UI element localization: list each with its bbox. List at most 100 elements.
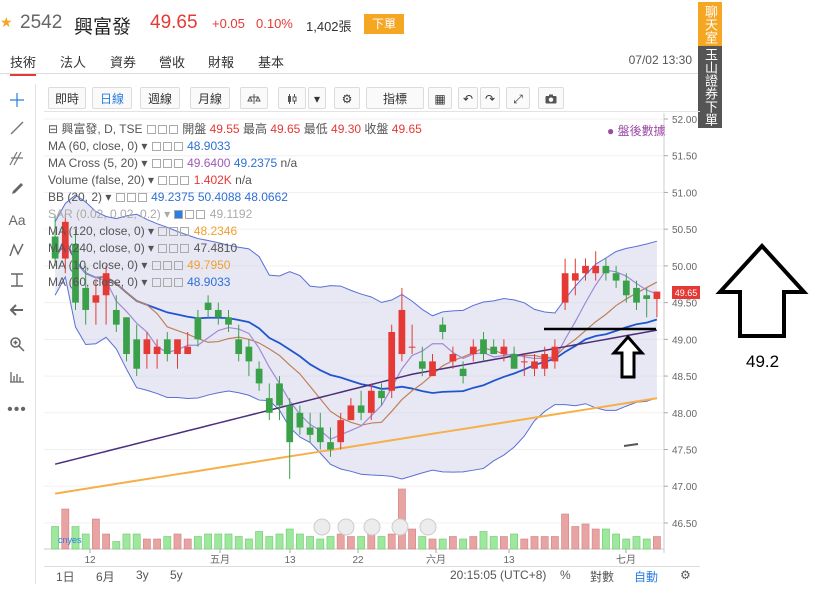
volume-bar: [602, 528, 610, 550]
legend-row[interactable]: MA (60, close, 0) ▾ 48.9033: [48, 275, 231, 289]
stock-code: 2542: [20, 12, 63, 33]
stock-name: 興富發: [74, 17, 132, 38]
fullscreen-icon[interactable]: ⤢: [506, 87, 530, 109]
volume-bar: [306, 536, 314, 550]
legend-row[interactable]: SAR (0.02, 0.02, 0.2) ▾ 49.1192: [48, 207, 253, 221]
crosshair-icon[interactable]: [4, 88, 30, 112]
range-3y[interactable]: 3y: [136, 568, 149, 582]
volume-bars: [51, 488, 661, 550]
svg-text:cnyes: cnyes: [58, 535, 82, 545]
candle-body: [51, 236, 59, 259]
text-tool-icon[interactable]: Aa: [8, 212, 26, 228]
tab-margin[interactable]: 資券: [110, 55, 137, 70]
legend-value: 1.402K: [193, 173, 232, 187]
redo-icon[interactable]: ↷: [480, 87, 500, 109]
candle-body: [388, 332, 396, 391]
x-tick-label: 五月: [210, 554, 230, 565]
legend-collapse-icon[interactable]: ⊟: [48, 122, 59, 136]
legend-row[interactable]: MA (240, close, 0) ▾ 47.4810: [48, 241, 238, 255]
close-label: 收盤: [364, 122, 389, 136]
up-arrow-small-icon: [610, 334, 646, 379]
candle-type-icon[interactable]: [278, 87, 306, 109]
interval-monthly[interactable]: 月線: [190, 87, 230, 109]
order-button[interactable]: 下單: [364, 14, 404, 34]
side-panel: 聊天室 玉山證券下單: [698, 0, 722, 130]
back-arrow-icon[interactable]: [4, 298, 30, 322]
tab-institutional[interactable]: 法人: [60, 55, 87, 70]
volume-bar: [510, 533, 518, 550]
x-tick-label: 12: [84, 555, 96, 565]
zoom-icon[interactable]: [4, 332, 30, 356]
compare-icon[interactable]: [240, 87, 268, 109]
candle-body: [500, 346, 508, 355]
grid-icon[interactable]: ▦: [428, 87, 452, 109]
y-tick-label: 51.00: [672, 188, 697, 199]
annotation-label: 49.2: [746, 352, 780, 371]
range-5y[interactable]: 5y: [170, 568, 183, 582]
volume-bar: [571, 526, 580, 550]
candle-body: [520, 361, 528, 363]
volume-bar: [551, 536, 559, 550]
brush-icon[interactable]: [4, 176, 30, 200]
camera-icon[interactable]: [538, 87, 564, 109]
chevron-down-icon[interactable]: ▾: [308, 87, 326, 109]
percent-toggle[interactable]: %: [560, 568, 571, 582]
legend-value: 48.2346: [193, 224, 238, 238]
auto-toggle[interactable]: 自動: [634, 570, 659, 584]
candle-body: [439, 324, 447, 332]
volume-bar: [387, 533, 396, 550]
quote-header: ★ 2542 興富發 49.65 +0.05 0.10% 1,402張 下單: [0, 0, 700, 46]
measure-icon[interactable]: [4, 268, 30, 292]
tab-basic[interactable]: 基本: [258, 55, 285, 70]
legend-row[interactable]: MA (60, close, 0) ▾ 48.9033: [48, 139, 231, 153]
tab-technical[interactable]: 技術: [10, 52, 37, 76]
volume-bar: [326, 536, 335, 550]
legend-row[interactable]: MA (10, close, 0) ▾ 49.7950: [48, 258, 231, 272]
legend-symbol: 興富發, D, TSE: [61, 122, 143, 136]
volume-bar: [347, 536, 355, 550]
range-1d[interactable]: 1日: [56, 570, 75, 584]
candle-body: [531, 361, 538, 369]
time-axis: 12 五月 13 22 六月 13 七月: [84, 443, 639, 565]
volume-bar: [500, 536, 508, 550]
legend-row[interactable]: MA (120, close, 0) ▾ 48.2346: [48, 224, 238, 238]
price-chart[interactable]: 52.00 51.50 51.00 50.50 50.00 49.50 49.00 48.50…: [44, 113, 700, 565]
x-tick-label: 22: [352, 555, 364, 565]
interval-intraday[interactable]: 即時: [48, 87, 86, 109]
candle-body: [296, 412, 304, 428]
trendline-icon[interactable]: [4, 116, 30, 140]
legend-row[interactable]: Volume (false, 20) ▾ 1.402K n/a: [48, 173, 252, 187]
undo-icon[interactable]: ↶: [458, 87, 478, 109]
gear-icon[interactable]: ⚙: [680, 568, 691, 582]
legend-value: 49.2375: [233, 156, 278, 170]
legend-row[interactable]: MA Cross (5, 20) ▾ 49.6400 49.2375 n/a: [48, 156, 298, 170]
fib-tool-icon[interactable]: [4, 146, 30, 170]
chatroom-button[interactable]: 聊天室: [698, 2, 722, 46]
candle-body: [153, 346, 161, 355]
candle-body: [357, 405, 365, 413]
candle-body: [204, 302, 212, 310]
gear-icon[interactable]: ⚙: [334, 87, 360, 109]
candle-body: [367, 390, 375, 413]
interval-weekly[interactable]: 週線: [140, 87, 180, 109]
ruler-icon[interactable]: [4, 364, 30, 388]
favorite-star-icon[interactable]: ★: [0, 14, 13, 30]
candle-body: [418, 361, 426, 369]
more-tools-icon[interactable]: •••: [7, 401, 27, 418]
tab-revenue[interactable]: 營收: [159, 55, 186, 70]
after-hours-link[interactable]: ● 盤後數據: [607, 124, 666, 138]
interval-daily[interactable]: 日線: [92, 87, 132, 109]
legend-row[interactable]: BB (20, 2) ▾ 49.2375 50.4088 48.0662: [48, 190, 288, 204]
indicator-button[interactable]: 指標: [366, 87, 424, 109]
pattern-icon[interactable]: [4, 238, 30, 262]
candle-body: [143, 339, 151, 355]
tab-financials[interactable]: 財報: [208, 55, 235, 70]
candle-body: [653, 291, 661, 299]
candle-body: [214, 309, 222, 318]
range-6m[interactable]: 6月: [96, 570, 115, 584]
candle-body: [133, 339, 141, 369]
broker-order-button[interactable]: 玉山證券下單: [698, 46, 722, 128]
log-toggle[interactable]: 對數: [590, 570, 615, 584]
chart-legend: ⊟ 興富發, D, TSE 開盤 49.55 最高 49.65 最低 49.30…: [48, 121, 422, 291]
close-value: 49.65: [391, 122, 422, 136]
